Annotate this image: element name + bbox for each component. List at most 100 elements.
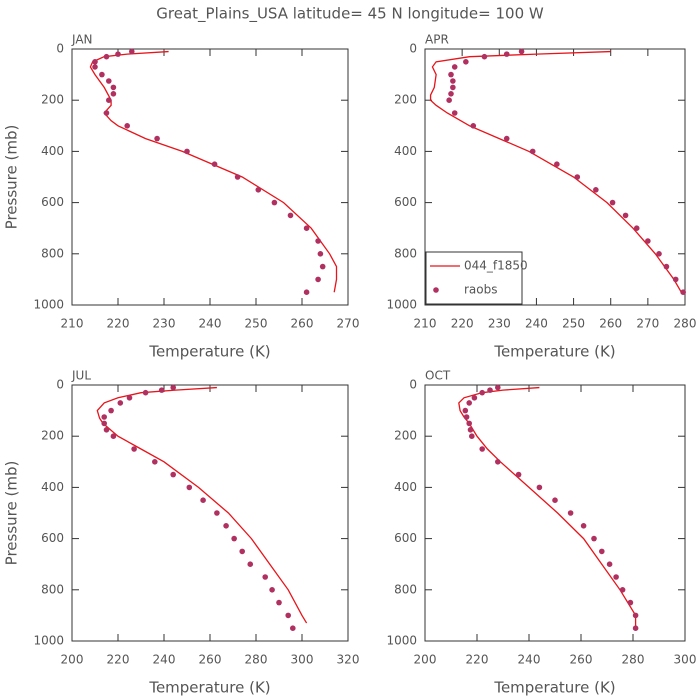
x-tick-label: 300 [674, 653, 697, 667]
obs-point [101, 414, 107, 420]
y-tick-label: 200 [394, 93, 417, 107]
obs-point [627, 599, 634, 606]
obs-point [467, 427, 474, 433]
obs-point [451, 64, 458, 70]
y-tick-label: 800 [41, 582, 64, 596]
obs-point [574, 174, 581, 180]
obs-point [271, 199, 278, 206]
legend-box [425, 251, 523, 305]
obs-point [451, 110, 458, 116]
y-axis-label: Pressure (mb) [3, 461, 21, 566]
obs-point [223, 523, 229, 529]
obs-point [446, 97, 452, 103]
x-tick-label: 220 [466, 653, 489, 667]
y-tick-label: 200 [394, 429, 417, 443]
y-tick-label: 600 [41, 195, 64, 209]
obs-point [154, 135, 160, 142]
obs-point [663, 263, 670, 270]
obs-point [448, 91, 454, 97]
obs-point [108, 407, 114, 414]
model-line [458, 386, 637, 629]
x-tick-label: 210 [414, 317, 437, 331]
obs-point [269, 587, 275, 593]
obs-point [536, 484, 543, 491]
obs-point [656, 251, 662, 257]
x-tick-label: 210 [61, 317, 84, 331]
legend-label: raobs [464, 283, 498, 297]
plot-frame [424, 384, 686, 642]
x-tick-label: 270 [337, 317, 360, 331]
obs-point [239, 548, 245, 555]
obs-point [110, 91, 117, 97]
x-tick-label: 240 [525, 317, 548, 331]
obs-point [593, 187, 599, 193]
obs-point [529, 148, 536, 155]
obs-point [518, 48, 525, 55]
obs-point [469, 433, 475, 440]
obs-point [115, 51, 121, 57]
obs-point [495, 384, 501, 391]
panel: OCT 200 220 240 260 280 300 0 200 400 600 800 1000 Te… [386, 369, 696, 697]
y-tick-label: 0 [409, 378, 417, 392]
obs-point [117, 400, 124, 406]
obs-point [672, 276, 679, 283]
x-axis-label: Temperature (K) [148, 679, 270, 697]
obs-point [255, 187, 262, 193]
obs-point [317, 251, 324, 257]
panel: JAN 210 220 230 240 250 260 270 0 200 400 600 800 100… [3, 33, 360, 361]
legend-label: 044_f1850 [464, 259, 528, 273]
panel-title: JAN [71, 33, 93, 47]
x-tick-label: 280 [622, 653, 645, 667]
x-tick-label: 240 [153, 653, 176, 667]
legend-swatch [433, 287, 439, 293]
x-axis-label: Temperature (K) [493, 679, 615, 697]
obs-point [632, 625, 639, 631]
obs-point [231, 535, 237, 542]
x-tick-label: 320 [337, 653, 360, 667]
x-tick-label: 250 [245, 317, 268, 331]
obs-point [285, 612, 292, 619]
obs-point [142, 389, 149, 396]
obs-point [471, 395, 478, 401]
obs-point [463, 59, 469, 65]
obs-point [276, 599, 282, 606]
x-tick-label: 230 [488, 317, 511, 331]
x-tick-label: 220 [451, 317, 474, 331]
figure-title: Great_Plains_USA latitude= 45 N longitud… [156, 5, 544, 24]
panel: APR 210 220 230 240 250 260 270 280 0 200 400 600 800… [386, 33, 696, 361]
panel-title: JUL [71, 369, 91, 383]
obs-point [124, 123, 130, 129]
obs-point [495, 459, 501, 465]
y-tick-label: 200 [41, 429, 64, 443]
obs-point [633, 225, 640, 231]
plot-frame [71, 384, 349, 642]
x-tick-label: 260 [599, 317, 622, 331]
obs-point [110, 433, 117, 440]
obs-point [613, 574, 619, 580]
obs-point [106, 97, 112, 103]
x-tick-label: 260 [199, 653, 222, 667]
panel: JUL 200 220 240 260 280 300 320 0 200 400 600 800 100… [3, 369, 360, 697]
y-tick-label: 800 [394, 582, 417, 596]
y-tick-label: 400 [394, 144, 417, 158]
obs-point [103, 427, 110, 433]
obs-point [103, 110, 110, 116]
obs-point [247, 561, 254, 567]
obs-point [214, 510, 220, 516]
obs-point [315, 238, 321, 244]
obs-point [450, 78, 456, 84]
obs-point [450, 84, 456, 91]
obs-point [463, 414, 470, 420]
obs-point [170, 384, 176, 391]
obs-point [481, 53, 488, 60]
obs-point [554, 161, 560, 167]
obs-point [262, 574, 269, 580]
obs-point [101, 420, 107, 427]
obs-point [129, 48, 135, 55]
panel-title: APR [425, 33, 449, 47]
obs-point [645, 238, 651, 244]
obs-point [580, 523, 587, 529]
y-tick-label: 1000 [386, 298, 417, 312]
panel-title: OCT [425, 369, 451, 383]
